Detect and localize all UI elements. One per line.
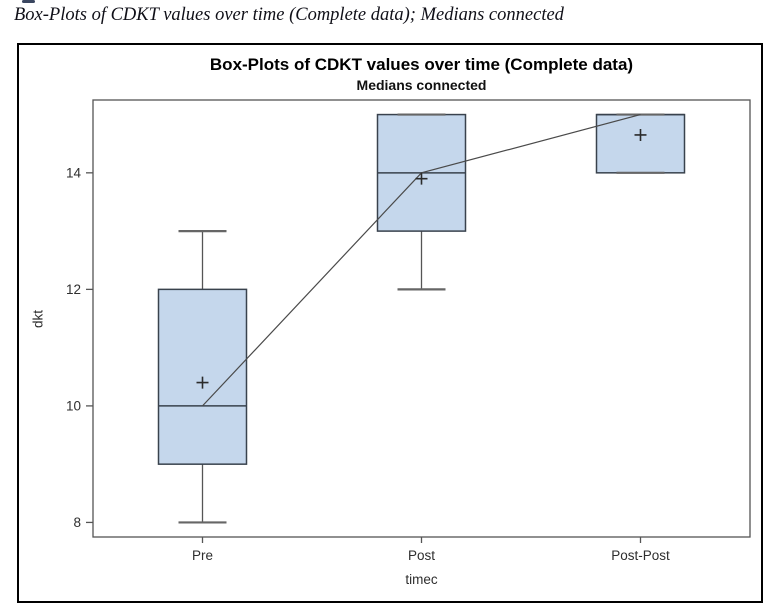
category-label: Post-Post bbox=[611, 548, 670, 563]
y-tick-label: 14 bbox=[66, 165, 82, 180]
mean-marker bbox=[415, 172, 428, 185]
chart-subtitle: Medians connected bbox=[356, 77, 487, 93]
x-axis-title: timec bbox=[405, 572, 438, 587]
category-label: Pre bbox=[192, 548, 213, 563]
y-axis-title: dkt bbox=[30, 309, 46, 329]
page-caption: Box-Plots of CDKT values over time (Comp… bbox=[14, 5, 564, 25]
mean-marker bbox=[196, 376, 209, 389]
y-tick-label: 8 bbox=[73, 515, 81, 530]
mean-marker bbox=[634, 128, 647, 141]
cropped-text-fragment bbox=[22, 0, 35, 3]
category-label: Post bbox=[408, 548, 435, 563]
y-tick-label: 12 bbox=[66, 282, 81, 297]
chart-title: Box-Plots of CDKT values over time (Comp… bbox=[209, 55, 634, 74]
y-tick-label: 10 bbox=[66, 398, 81, 413]
